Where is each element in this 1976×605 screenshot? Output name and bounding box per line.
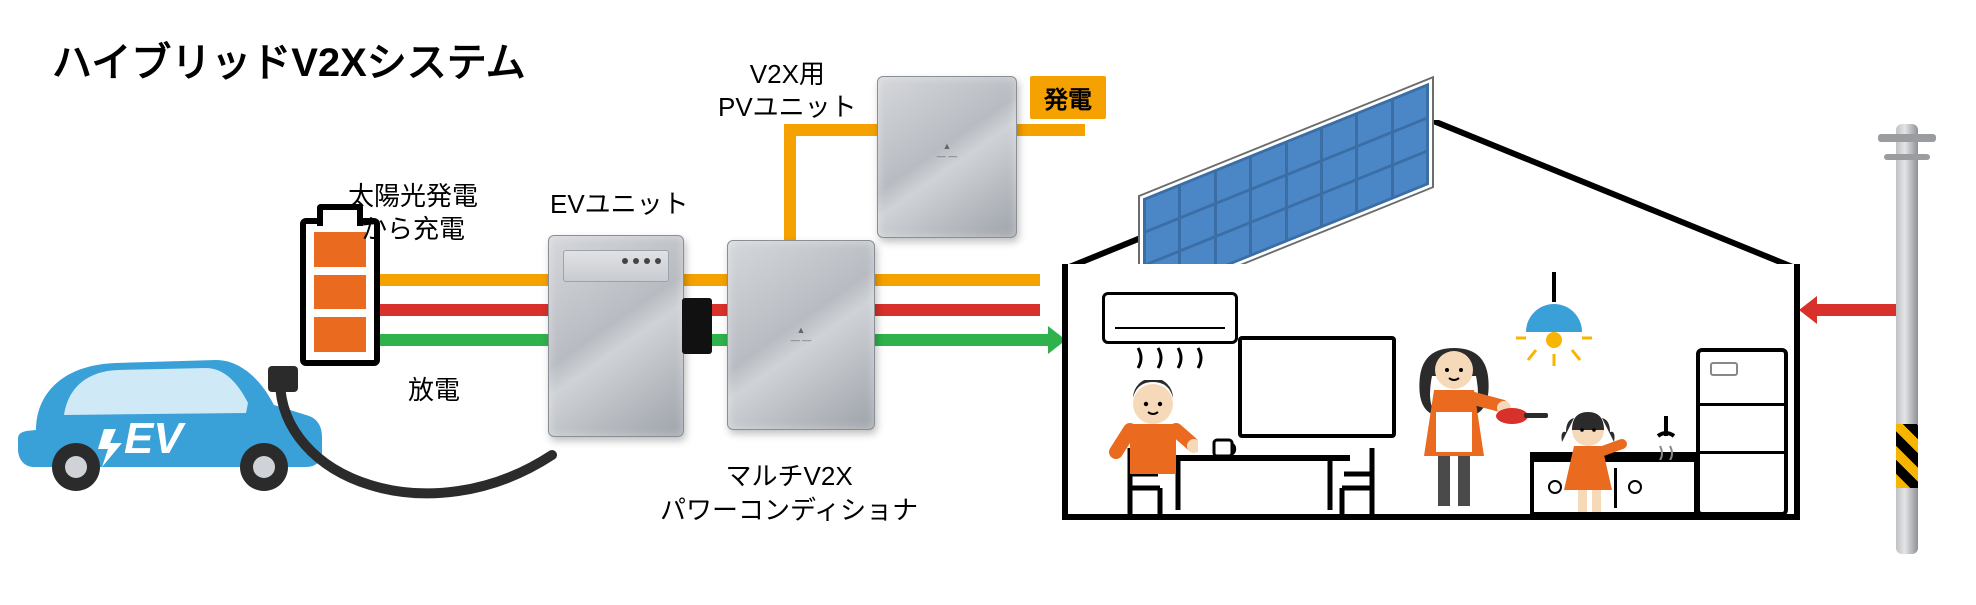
- pv-unit-device: ▲— —: [877, 76, 1017, 238]
- ac-unit-icon: [1102, 292, 1238, 344]
- tv-icon: [1238, 336, 1396, 438]
- lamp-icon: [1514, 272, 1594, 372]
- badge-power-gen: 発電: [1030, 76, 1106, 119]
- ev-text: EV: [124, 414, 186, 463]
- label-solar-charge: 太陽光発電 から充電: [348, 180, 478, 245]
- diagram-canvas: ハイブリッドV2Xシステム EV: [0, 0, 1976, 605]
- label-discharge: 放電: [408, 370, 460, 407]
- label-multi-v2x: マルチV2X パワーコンディショナ: [660, 460, 918, 528]
- ev-unit-side: [682, 298, 712, 354]
- fridge-icon: [1696, 348, 1788, 516]
- multi-v2x-device: ▲— —: [727, 240, 875, 430]
- utility-pole: [1896, 124, 1918, 554]
- ev-unit-device: [548, 235, 684, 437]
- house: [1062, 120, 1800, 520]
- label-ev-unit: EVユニット: [550, 184, 689, 221]
- person-dad-icon: [1108, 380, 1198, 520]
- label-pv-unit: V2X用 PVユニット: [718, 58, 857, 123]
- flow-red-from-pole: [1815, 304, 1900, 316]
- page-title: ハイブリッドV2Xシステム: [52, 30, 526, 88]
- person-child-icon: [1554, 410, 1630, 514]
